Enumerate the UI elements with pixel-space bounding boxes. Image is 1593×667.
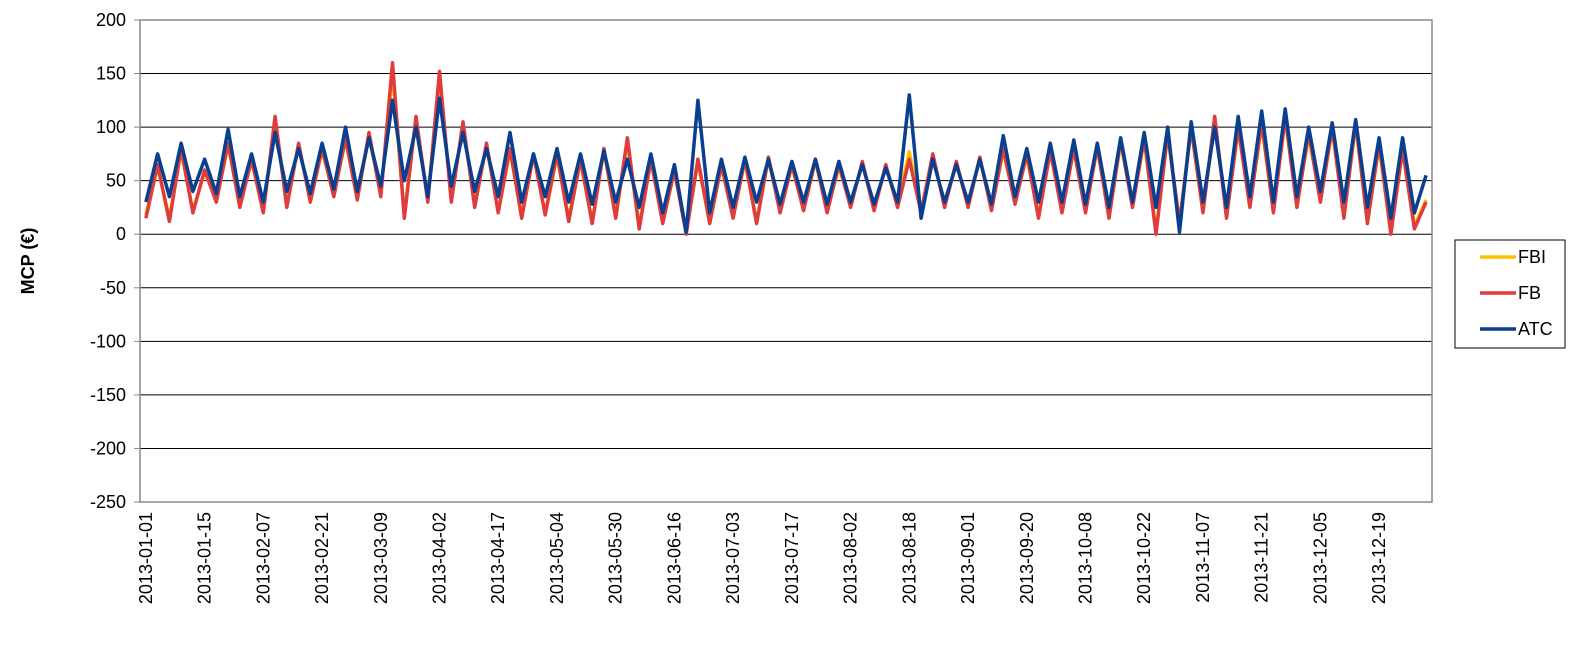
- x-tick-label: 2013-05-30: [606, 512, 626, 604]
- x-tick-label: 2013-07-03: [723, 512, 743, 604]
- y-tick-label: -200: [90, 438, 126, 458]
- y-tick-label: -250: [90, 492, 126, 512]
- y-tick-label: -100: [90, 331, 126, 351]
- x-tick-label: 2013-12-05: [1310, 512, 1330, 604]
- x-tick-label: 2013-01-01: [136, 512, 156, 604]
- x-tick-label: 2013-04-17: [488, 512, 508, 604]
- x-tick-label: 2013-12-19: [1369, 512, 1389, 604]
- x-tick-label: 2013-11-07: [1193, 512, 1213, 603]
- x-tick-label: 2013-09-20: [1017, 512, 1037, 604]
- x-tick-label: 2013-01-15: [195, 512, 215, 604]
- x-tick-label: 2013-04-02: [430, 512, 450, 604]
- legend-label: FB: [1518, 283, 1541, 303]
- x-tick-label: 2013-07-17: [782, 512, 802, 604]
- series-line: [144, 93, 1428, 234]
- legend-label: ATC: [1518, 319, 1553, 339]
- y-tick-label: 0: [116, 224, 126, 244]
- x-tick-label: 2013-03-09: [371, 512, 391, 604]
- y-tick-label: 200: [96, 10, 126, 30]
- x-tick-label: 2013-06-16: [664, 512, 684, 604]
- x-tick-label: 2013-05-04: [547, 512, 567, 604]
- x-tick-label: 2013-08-02: [841, 512, 861, 604]
- y-axis-title: MCP (€): [18, 228, 38, 295]
- y-tick-label: 50: [106, 171, 126, 191]
- x-tick-label: 2013-10-22: [1134, 512, 1154, 604]
- x-tick-label: 2013-02-21: [312, 512, 332, 604]
- y-tick-label: -150: [90, 385, 126, 405]
- plot-area: [139, 19, 1433, 503]
- x-tick-label: 2013-02-07: [253, 512, 273, 604]
- x-tick-label: 2013-11-21: [1252, 512, 1272, 603]
- legend-label: FBI: [1518, 247, 1546, 267]
- y-tick-label: 150: [96, 64, 126, 84]
- y-tick-label: 100: [96, 117, 126, 137]
- y-tick-label: -50: [100, 278, 126, 298]
- x-tick-label: 2013-09-01: [958, 512, 978, 604]
- x-tick-label: 2013-10-08: [1076, 512, 1096, 604]
- x-tick-label: 2013-08-18: [899, 512, 919, 604]
